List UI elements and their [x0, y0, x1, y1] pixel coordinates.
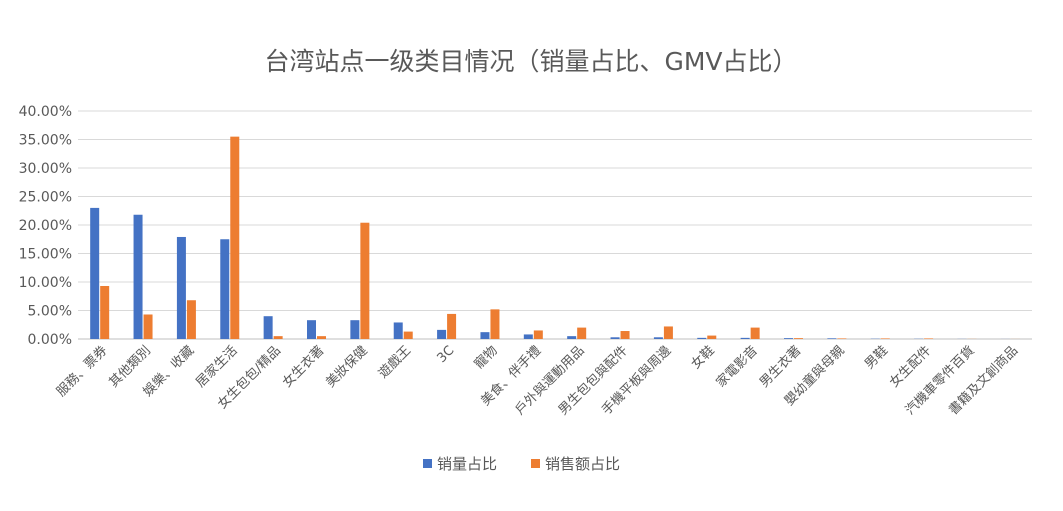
bar-sales-amount [100, 286, 109, 339]
bar-sales-amount [404, 332, 413, 339]
bars [90, 137, 1020, 339]
bar-sales-volume [90, 208, 99, 339]
x-tick-label: 服務、票券 [53, 343, 110, 400]
x-tick-label: 女鞋 [688, 343, 718, 373]
x-tick-label: 男鞋 [861, 343, 891, 373]
y-tick-label: 35.00% [19, 133, 72, 149]
y-tick-label: 40.00% [19, 104, 72, 120]
legend: 销量占比 销售额占比 [423, 455, 620, 473]
bar-sales-amount [794, 338, 803, 339]
bar-sales-volume [784, 338, 793, 339]
bar-sales-amount [317, 336, 326, 339]
bar-sales-volume [350, 320, 359, 339]
legend-swatch [423, 459, 432, 468]
bar-sales-amount [881, 338, 890, 339]
bar-sales-amount [447, 314, 456, 339]
bar-sales-amount [621, 331, 630, 339]
bar-sales-amount [707, 336, 716, 339]
bar-sales-amount [664, 326, 673, 339]
bar-sales-amount [187, 300, 196, 339]
x-tick-label: 遊戲王 [376, 343, 414, 381]
bar-sales-amount [490, 309, 499, 339]
bar-sales-volume [654, 337, 663, 339]
y-tick-label: 25.00% [19, 190, 72, 206]
x-tick-label: 女生衣著 [279, 343, 327, 391]
bar-sales-volume [611, 337, 620, 339]
bar-sales-volume [134, 215, 143, 339]
bar-sales-amount [360, 223, 369, 339]
bar-sales-volume [480, 332, 489, 339]
x-tick-label: 寵物 [471, 343, 501, 373]
x-tick-label: 美妝保健 [323, 343, 370, 390]
y-tick-label: 0.00% [28, 332, 72, 348]
y-tick-label: 20.00% [19, 218, 72, 234]
bar-sales-volume [264, 316, 273, 339]
bar-sales-amount [577, 328, 586, 339]
bar-sales-amount [274, 336, 283, 339]
legend-swatch [531, 459, 540, 468]
chart-title: 台湾站点一级类目情况（销量占比、GMV占比） [264, 47, 797, 76]
bar-sales-volume [394, 322, 403, 339]
bar-sales-amount [144, 314, 153, 339]
y-axis-tick-labels: 0.00% 5.00% 10.00% 15.00% 20.00% 25.00% 30.00%… [19, 104, 72, 348]
y-tick-label: 10.00% [19, 275, 72, 291]
legend-label: 销量占比 [437, 455, 497, 473]
y-tick-label: 30.00% [19, 161, 72, 177]
bar-sales-amount [230, 137, 239, 339]
bar-sales-amount [924, 338, 933, 339]
y-tick-label: 15.00% [19, 247, 72, 263]
bar-sales-volume [307, 320, 316, 339]
bar-sales-volume [437, 330, 446, 339]
bar-sales-amount [751, 328, 760, 339]
x-tick-label: 家電影音 [713, 343, 761, 391]
bar-sales-volume [697, 338, 706, 339]
x-tick-label: 3C [435, 343, 458, 366]
bar-sales-volume [827, 338, 836, 339]
bar-sales-volume [177, 237, 186, 339]
bar-sales-amount [534, 330, 543, 339]
bar-sales-volume [567, 336, 576, 339]
bar-sales-amount [837, 338, 846, 339]
bar-sales-volume [524, 334, 533, 339]
bar-sales-volume [741, 338, 750, 339]
legend-label: 销售额占比 [545, 455, 620, 473]
y-tick-label: 5.00% [28, 304, 72, 320]
bar-sales-volume [220, 239, 229, 339]
